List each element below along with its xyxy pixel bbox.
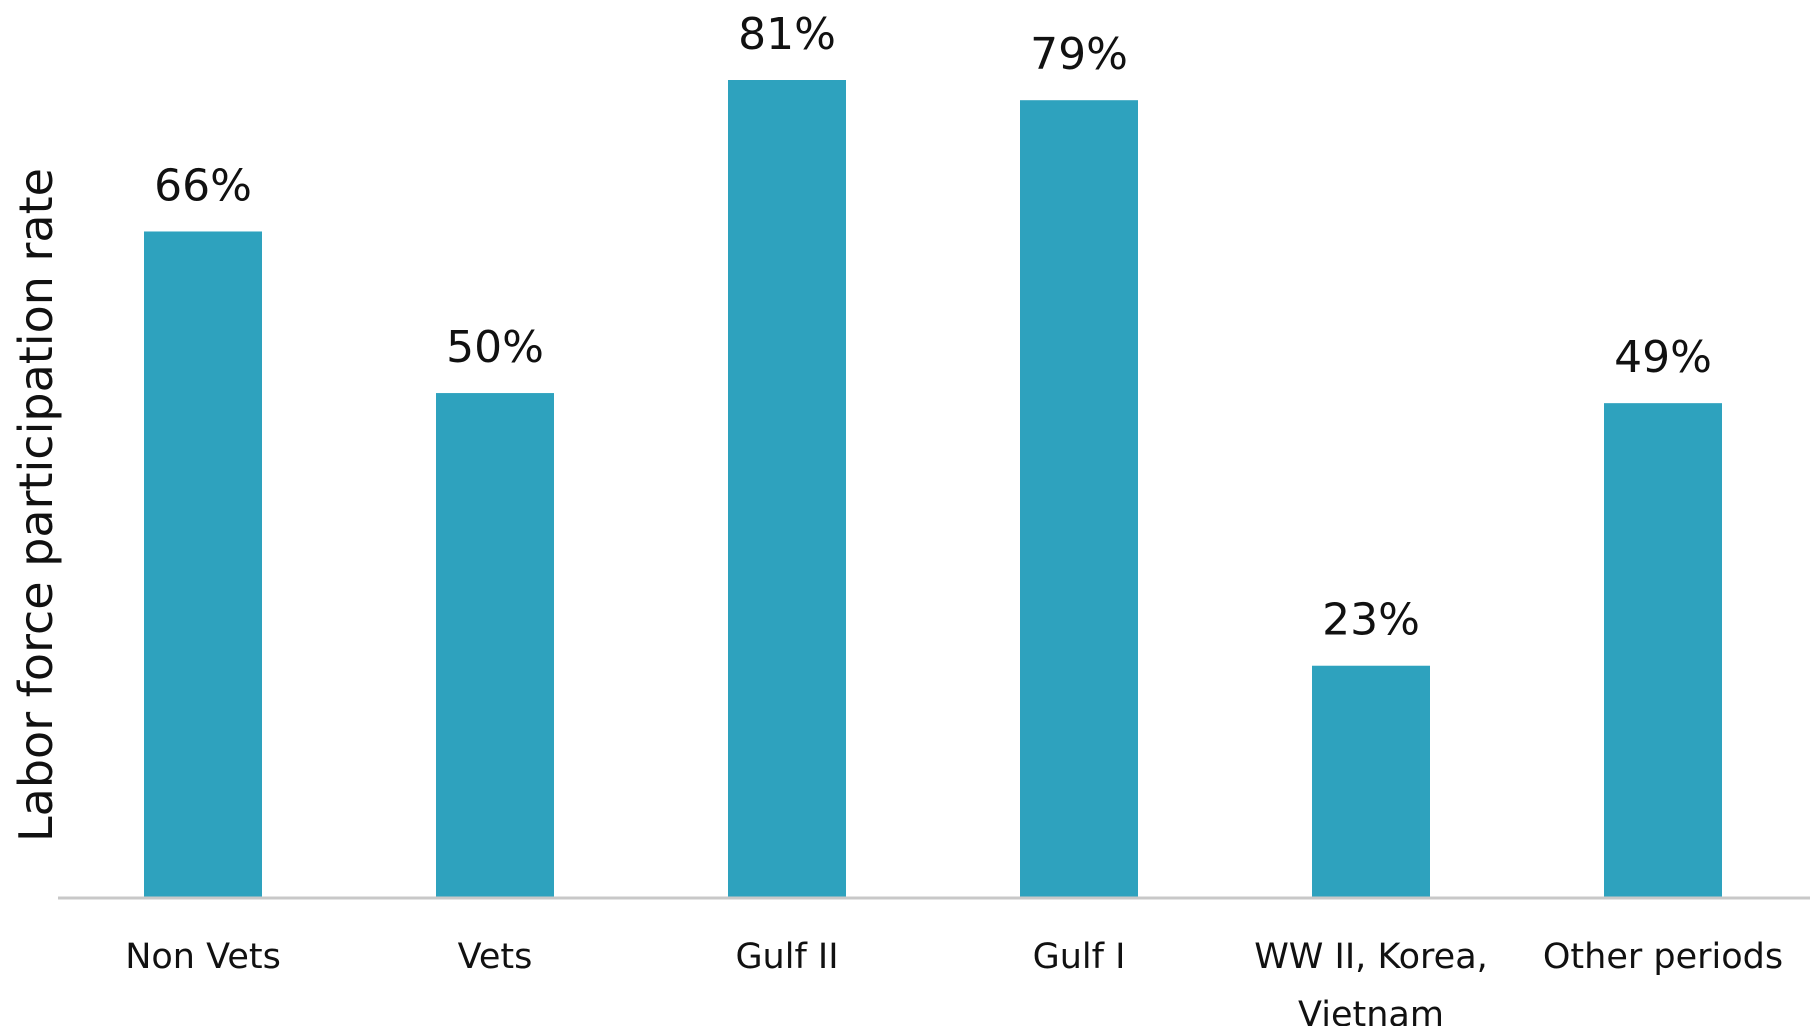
data-label: 49%: [1614, 332, 1712, 383]
bar: [728, 80, 846, 898]
data-label: 66%: [154, 160, 252, 211]
x-tick-label: Other periods: [1543, 937, 1783, 977]
data-label: 79%: [1030, 29, 1128, 80]
x-tick-label-line: Other periods: [1543, 937, 1783, 977]
x-tick-label-line: Non Vets: [125, 937, 281, 977]
data-label: 23%: [1322, 595, 1420, 646]
x-tick-label-line: Gulf I: [1033, 937, 1126, 977]
bar: [144, 231, 262, 899]
x-tick-label-line: WW II, Korea,: [1254, 937, 1488, 977]
x-tick-label: Gulf II: [735, 937, 838, 977]
x-tick-label: Non Vets: [125, 937, 281, 977]
x-tick-label-line: Vietnam: [1298, 995, 1444, 1026]
data-labels: 66% 50% 81% 79% 23% 49%: [154, 9, 1712, 646]
bar: [436, 393, 554, 898]
y-axis-label: Labor force participation rate: [9, 168, 63, 842]
bar: [1020, 100, 1138, 899]
x-tick-label: Gulf I: [1033, 937, 1126, 977]
data-label: 50%: [446, 322, 544, 373]
bar: [1604, 403, 1722, 898]
x-tick-label: WW II, Korea, Vietnam: [1254, 937, 1488, 1026]
x-tick-label-line: Vets: [458, 937, 533, 977]
bars: [144, 80, 1722, 899]
data-label: 81%: [738, 9, 836, 60]
x-axis-ticks: Non Vets Vets Gulf II Gulf I WW II, Korea, Vi…: [125, 937, 1783, 1031]
x-tick-label: Vets: [458, 937, 533, 977]
x-tick-label-line: Gulf II: [735, 937, 838, 977]
bar: [1312, 665, 1430, 898]
